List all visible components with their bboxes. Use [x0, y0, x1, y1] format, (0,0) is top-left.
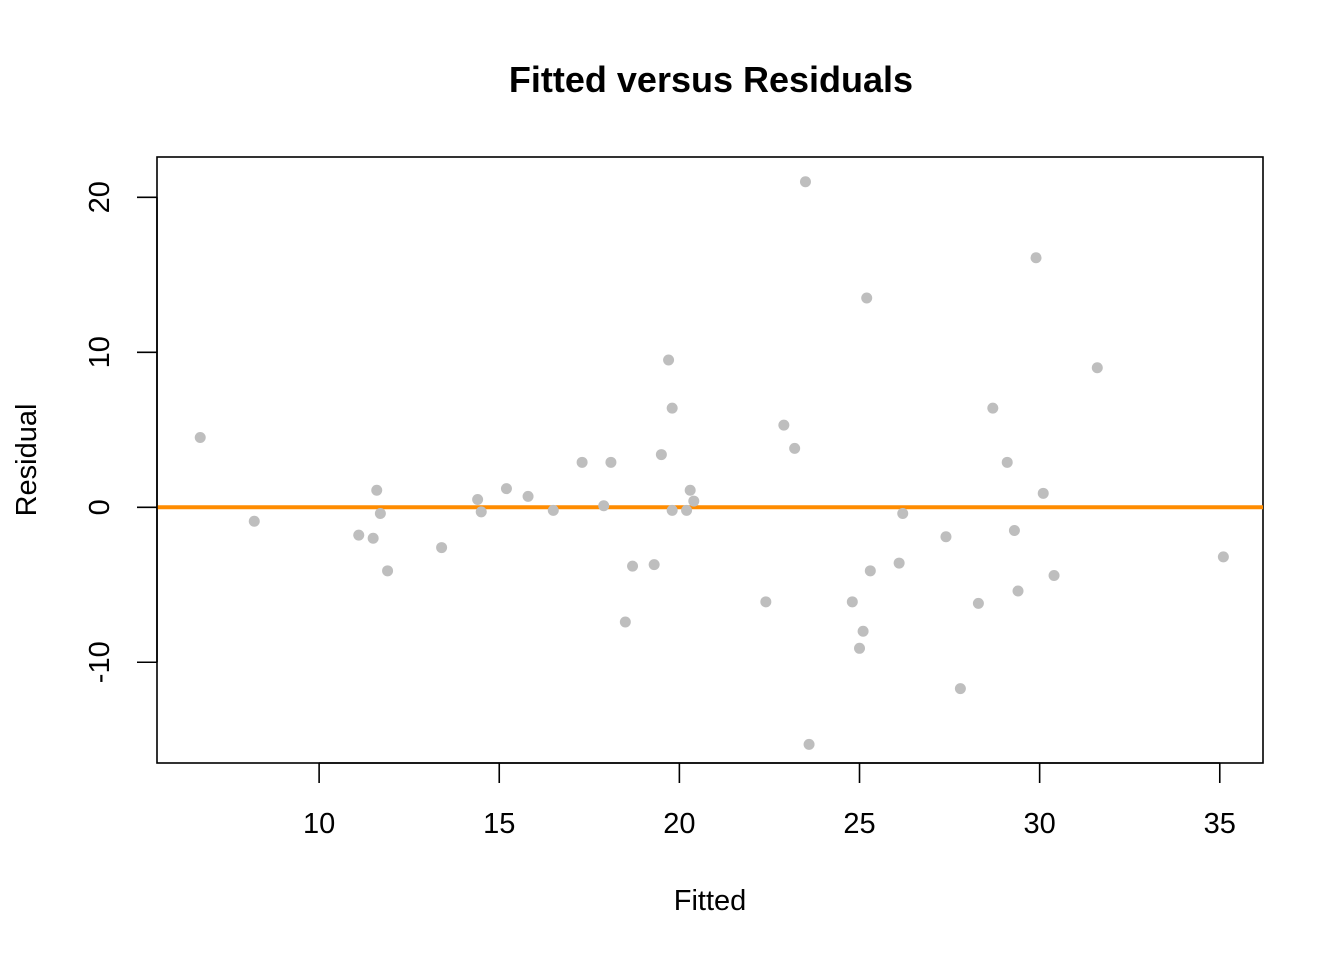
- data-point-6: [382, 565, 394, 577]
- y-axis-label: Residual: [11, 404, 43, 517]
- data-point-30: [803, 738, 815, 750]
- data-point-13: [576, 456, 588, 468]
- data-point-45: [1030, 252, 1042, 264]
- data-point-1: [248, 515, 260, 527]
- x-tick-label-20: 20: [663, 808, 695, 840]
- data-point-22: [666, 504, 678, 516]
- data-point-40: [972, 597, 984, 609]
- data-point-36: [893, 557, 905, 569]
- data-point-47: [1048, 569, 1060, 581]
- data-point-21: [666, 402, 678, 414]
- data-point-8: [472, 494, 484, 506]
- data-point-5: [374, 507, 386, 519]
- data-point-19: [655, 449, 667, 461]
- y-tick-label-10: 10: [84, 336, 116, 368]
- x-tick-label-10: 10: [303, 808, 335, 840]
- data-point-17: [627, 560, 639, 572]
- data-point-37: [897, 507, 909, 519]
- data-point-26: [760, 596, 772, 608]
- data-point-18: [648, 559, 660, 571]
- data-point-10: [500, 483, 512, 495]
- data-point-28: [789, 442, 801, 454]
- data-point-9: [475, 506, 487, 518]
- y-tick-label--10: -10: [84, 641, 116, 683]
- y-tick-label-20: 20: [84, 181, 116, 213]
- data-point-27: [778, 419, 790, 431]
- data-point-24: [684, 484, 696, 496]
- data-point-29: [799, 176, 811, 188]
- data-point-31: [846, 596, 858, 608]
- data-point-49: [1217, 551, 1229, 563]
- data-point-12: [547, 504, 559, 516]
- data-point-44: [1012, 585, 1024, 597]
- chart-title: Fitted versus Residuals: [509, 59, 913, 100]
- plot-frame: [156, 156, 1264, 764]
- data-point-38: [940, 531, 952, 543]
- data-point-4: [371, 484, 383, 496]
- data-point-11: [522, 490, 534, 502]
- data-point-0: [194, 432, 206, 444]
- x-axis-label: Fitted: [674, 885, 747, 917]
- data-point-23: [681, 504, 693, 516]
- data-point-35: [864, 565, 876, 577]
- data-point-43: [1008, 525, 1020, 537]
- data-point-14: [598, 500, 610, 512]
- data-point-48: [1091, 362, 1103, 374]
- data-point-16: [619, 616, 631, 628]
- data-point-2: [353, 529, 365, 541]
- data-point-25: [688, 495, 700, 507]
- data-point-42: [1001, 456, 1013, 468]
- data-point-3: [367, 532, 379, 544]
- x-tick-label-15: 15: [483, 808, 515, 840]
- data-point-7: [436, 542, 448, 554]
- x-tick-label-25: 25: [843, 808, 875, 840]
- x-tick-label-30: 30: [1024, 808, 1056, 840]
- x-tick-label-35: 35: [1204, 808, 1236, 840]
- data-point-32: [854, 642, 866, 654]
- data-point-33: [857, 625, 869, 637]
- data-point-34: [861, 292, 873, 304]
- data-point-15: [605, 456, 617, 468]
- data-point-41: [987, 402, 999, 414]
- data-point-39: [954, 683, 966, 695]
- y-tick-label-0: 0: [84, 499, 116, 515]
- data-point-46: [1037, 487, 1049, 499]
- data-point-20: [663, 354, 675, 366]
